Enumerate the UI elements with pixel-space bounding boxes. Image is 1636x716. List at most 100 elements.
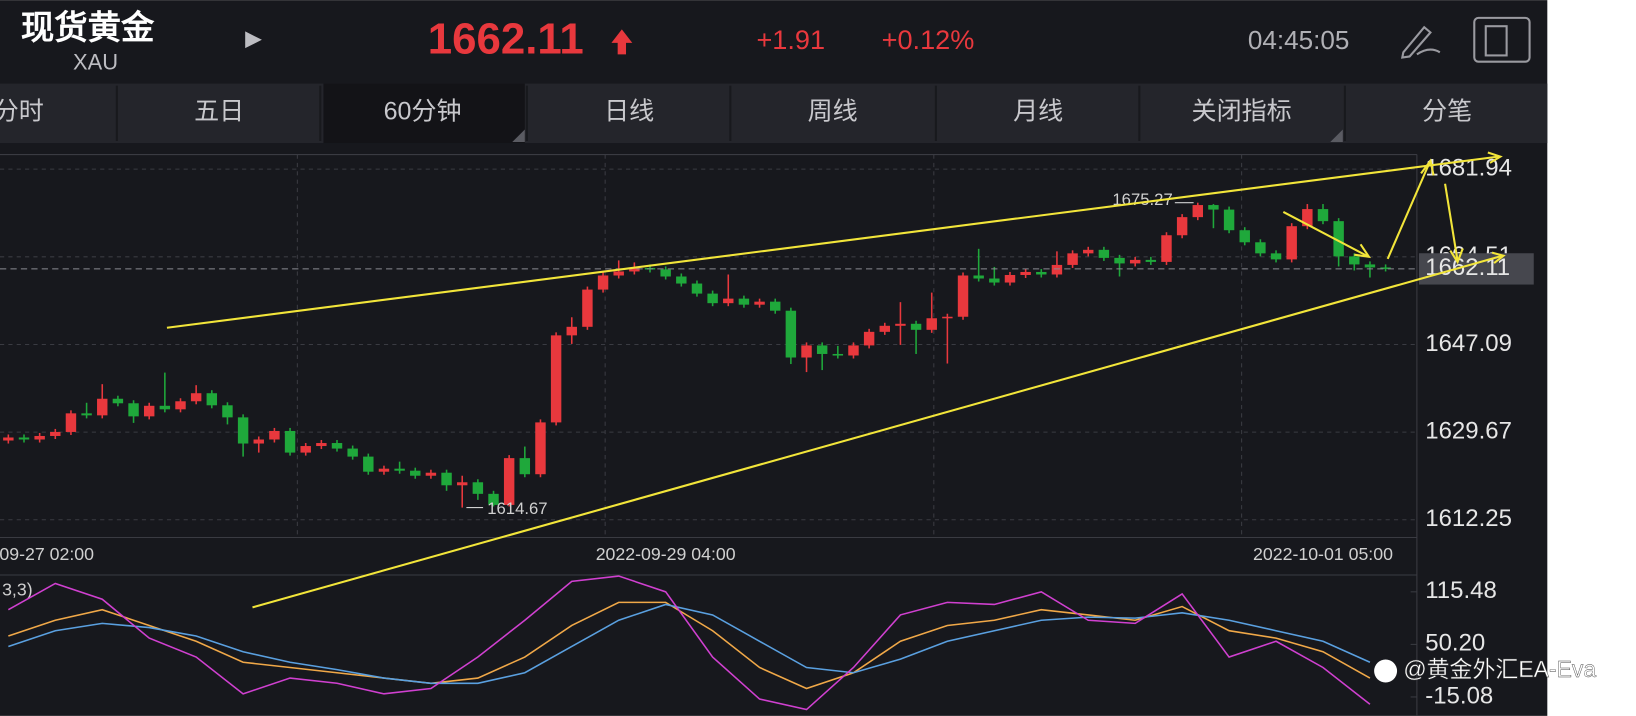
candle-body xyxy=(456,482,468,486)
trend-line xyxy=(166,155,1499,329)
y-tick-label: 1647.09 xyxy=(1425,330,1512,357)
price-change-percent: +0.12% xyxy=(882,24,975,55)
candle-body xyxy=(1036,271,1047,275)
user-drawings xyxy=(166,151,1506,609)
candle-body xyxy=(691,283,703,294)
trend-line xyxy=(252,254,1503,609)
candle-body xyxy=(1239,230,1250,243)
up-arrow xyxy=(611,29,633,55)
candle-body xyxy=(816,345,828,354)
candle-body xyxy=(300,446,311,453)
candle-body xyxy=(597,275,609,290)
candle-body xyxy=(316,443,327,447)
candle-body xyxy=(159,405,171,410)
indicator-title: 3,3) xyxy=(2,579,33,599)
indicator-line xyxy=(8,603,1371,685)
tab[interactable]: 五日 xyxy=(194,97,244,125)
last-price-label: 1662.11 xyxy=(1425,254,1510,281)
instrument-symbol: XAU xyxy=(73,50,118,75)
watermark: @黄金外汇EA-Eva xyxy=(1403,656,1596,682)
candle-body xyxy=(957,275,969,317)
candle-body xyxy=(190,393,202,402)
candle-body xyxy=(989,278,1000,283)
x-tick-label: 2022-09-29 04:00 xyxy=(596,544,736,564)
candle-body xyxy=(676,276,687,284)
expand-button[interactable] xyxy=(245,31,262,49)
tab[interactable]: 月线 xyxy=(1013,97,1063,125)
candle-body xyxy=(488,493,499,505)
y-tick-label: 50.20 xyxy=(1425,630,1485,657)
tab[interactable]: 60分钟 xyxy=(384,97,462,125)
candle-body xyxy=(1223,209,1235,231)
candle-body xyxy=(535,422,546,475)
candle-body xyxy=(1286,226,1297,260)
candle-body xyxy=(1302,209,1313,227)
candle-body xyxy=(394,468,405,471)
tab[interactable]: 分笔 xyxy=(1422,97,1472,125)
candle-body xyxy=(503,458,515,505)
candle-body xyxy=(582,289,593,327)
candle-body xyxy=(1020,271,1031,275)
candle-body xyxy=(801,345,812,358)
x-tick-label: 2022-09-27 02:00 xyxy=(0,544,94,564)
indicator-line xyxy=(7,575,1371,711)
y-tick-label: 1612.25 xyxy=(1425,505,1512,532)
x-tick-label: 2022-10-01 05:00 xyxy=(1253,544,1393,564)
tab[interactable]: 分时 xyxy=(0,97,44,125)
arrow-head xyxy=(1420,158,1435,176)
candle-body xyxy=(1161,235,1172,262)
draw-tool-button[interactable] xyxy=(1400,25,1441,59)
candle-body xyxy=(879,325,890,332)
tab[interactable]: 周线 xyxy=(808,97,858,125)
indicator-chart: 3,3) 115.48 50.20 -15.08 xyxy=(2,575,1497,711)
rotate-screen-button[interactable] xyxy=(1473,16,1531,63)
candle-body xyxy=(1349,256,1360,265)
candle-body xyxy=(363,456,374,472)
candle-body xyxy=(550,335,562,423)
arrow-line xyxy=(1444,183,1459,262)
candle-body xyxy=(754,301,765,305)
candle-body xyxy=(1192,205,1204,218)
candle-body xyxy=(1380,267,1391,270)
candle-body xyxy=(1114,257,1125,264)
candle-body xyxy=(832,353,844,356)
candle-body xyxy=(895,323,906,326)
candle-body xyxy=(566,326,577,336)
candle-body xyxy=(269,430,280,440)
candle-body xyxy=(863,331,875,346)
candle-body xyxy=(65,413,77,432)
candle-body xyxy=(253,439,264,444)
candle-body xyxy=(97,398,108,416)
arrow-line xyxy=(1386,162,1431,260)
candle-body xyxy=(1255,242,1266,254)
arrow-head xyxy=(1491,251,1506,264)
candle-body xyxy=(331,443,343,449)
candle-body xyxy=(785,310,797,358)
candle-body xyxy=(519,458,531,475)
instrument-name: 现货黄金 xyxy=(21,9,155,47)
candle-body xyxy=(1098,249,1110,258)
tab[interactable]: 关闭指标 xyxy=(1192,97,1292,125)
candle-body xyxy=(723,298,734,304)
y-tick-label: 115.48 xyxy=(1425,577,1497,604)
candle-body xyxy=(34,435,45,440)
candle-body xyxy=(1129,259,1141,264)
candle-body xyxy=(50,431,61,436)
last-price-box xyxy=(1418,253,1534,285)
candle-body xyxy=(1333,221,1344,257)
candle-body xyxy=(425,472,437,476)
candle-body xyxy=(660,269,671,277)
candle-body xyxy=(738,298,750,305)
candle-body xyxy=(973,275,984,279)
tab[interactable]: 日线 xyxy=(604,97,654,125)
candle-body xyxy=(1145,259,1157,262)
candle-body xyxy=(1004,274,1016,283)
candle-body xyxy=(1067,253,1078,265)
arrow-head xyxy=(1449,248,1464,265)
arrow-head xyxy=(1354,243,1372,259)
candle-body xyxy=(1317,209,1329,222)
min-label: 1614.67 xyxy=(487,499,547,518)
candle-body xyxy=(942,316,953,319)
candle-body xyxy=(410,470,421,476)
y-tick-label: -15.08 xyxy=(1425,682,1493,709)
